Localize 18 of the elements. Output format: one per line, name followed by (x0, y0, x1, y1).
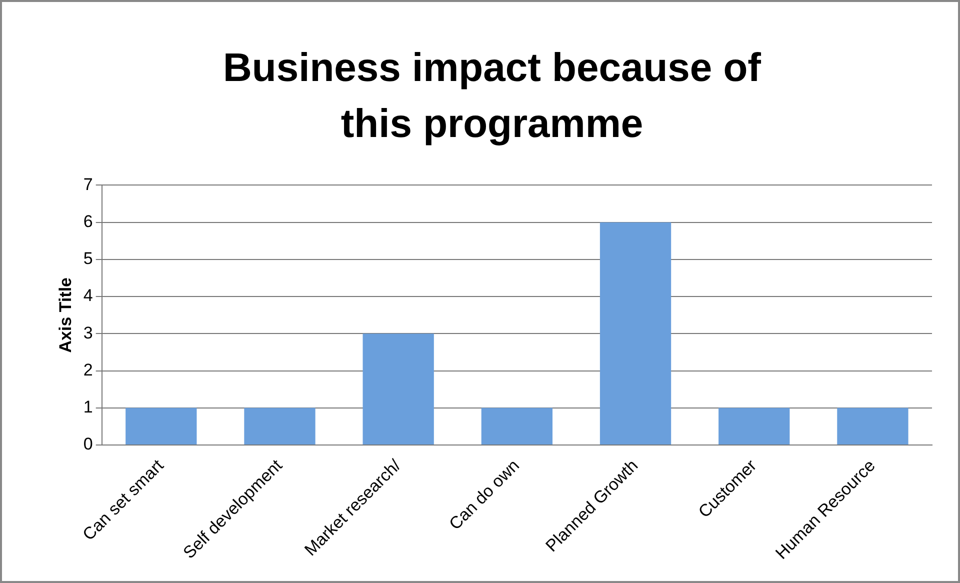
bar (126, 408, 197, 445)
y-tick-label: 1 (83, 398, 93, 417)
bar (837, 408, 908, 445)
y-tick-label: 5 (83, 249, 93, 268)
x-tick-label: Can do own (445, 456, 524, 534)
y-tick-label: 6 (83, 212, 93, 232)
bar (600, 222, 672, 445)
bar (718, 408, 790, 445)
y-tick-label: 3 (83, 323, 93, 342)
bar (362, 334, 434, 445)
bar (481, 408, 553, 445)
y-axis-title: Axis Title (56, 277, 75, 353)
y-tick-label: 7 (83, 174, 93, 194)
y-tick-label: 2 (83, 360, 93, 380)
chart-title: Business impact because of this programme (222, 45, 762, 148)
bar (244, 408, 316, 445)
y-tick-label: 4 (83, 286, 93, 306)
y-tick-label: 0 (83, 434, 93, 454)
